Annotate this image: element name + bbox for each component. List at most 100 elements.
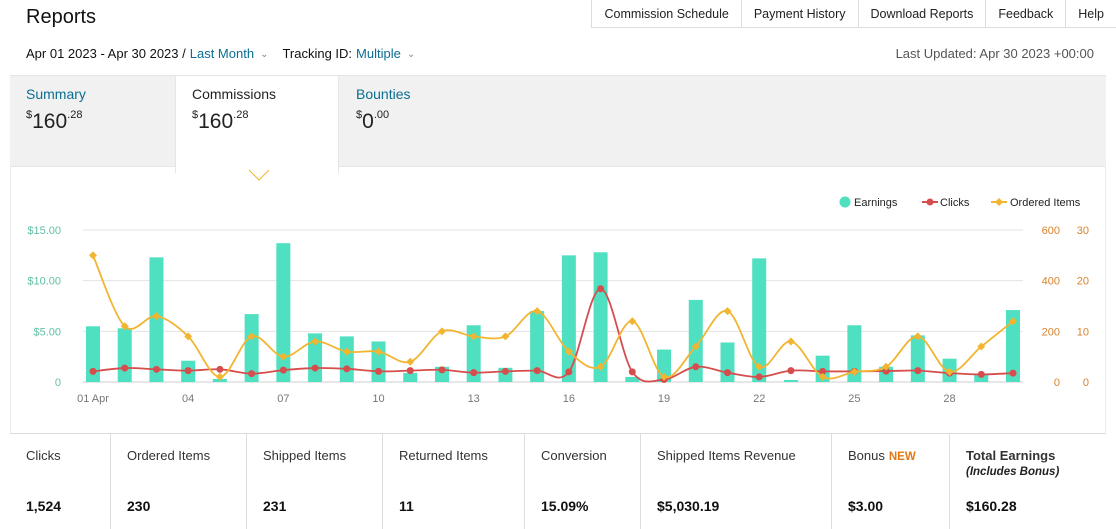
report-filters: Apr 01 2023 - Apr 30 2023 / Last Month ⌄… (26, 46, 429, 61)
earnings-bar (308, 333, 323, 382)
y-tick-label-clicks: 200 (1042, 326, 1060, 338)
earnings-bar (910, 335, 925, 382)
download-reports-button[interactable]: Download Reports (859, 0, 987, 28)
clicks-point (279, 366, 287, 374)
tab-summary[interactable]: Summary $160.28 (10, 76, 175, 168)
y-tick-label-clicks: 0 (1054, 377, 1060, 389)
ordered-items-point (691, 342, 700, 351)
clicks-point (121, 364, 129, 372)
stat-conversion: Conversion 15.09% (525, 434, 641, 529)
tracking-id-dropdown[interactable]: Multiple (356, 46, 401, 61)
earnings-bar (466, 325, 481, 382)
clicks-point (470, 369, 478, 377)
stat-bonus: Bonus NEW $3.00 (832, 434, 950, 529)
earnings-bar (752, 258, 767, 382)
tab-label: Commissions (192, 86, 277, 102)
stat-shipped-revenue: Shipped Items Revenue $5,030.19 (641, 434, 832, 529)
feedback-button[interactable]: Feedback (986, 0, 1067, 28)
ordered-items-point (184, 332, 193, 341)
last-updated: Last Updated: Apr 30 2023 +00:00 (895, 46, 1094, 61)
y-tick-label-ordered: 30 (1077, 225, 1089, 237)
y-tick-label-earnings: $15.00 (27, 225, 61, 237)
ordered-items-point (977, 342, 986, 351)
tab-amount: $160.28 (26, 109, 83, 133)
earnings-bar (244, 314, 259, 382)
ordered-items-point (215, 372, 224, 381)
ordered-items-point (755, 362, 764, 371)
earnings-bar (530, 311, 545, 382)
clicks-point (248, 370, 256, 378)
earnings-bar (625, 376, 640, 382)
x-tick-label: 25 (848, 393, 860, 405)
x-tick-label: 28 (943, 393, 955, 405)
clicks-point (501, 367, 509, 375)
clicks-point (565, 368, 573, 376)
clicks-point (216, 365, 224, 373)
help-button[interactable]: Help (1078, 7, 1104, 21)
clicks-point (977, 370, 985, 378)
earnings-bar (593, 252, 608, 382)
earnings-bar (403, 372, 418, 382)
clicks-point (597, 285, 605, 293)
period-dropdown[interactable]: Last Month (189, 46, 255, 61)
tab-bounties[interactable]: Bounties $0.00 (340, 76, 505, 168)
ordered-items-point (406, 357, 415, 366)
tracking-id-label: Tracking ID: (282, 46, 353, 61)
payment-history-button[interactable]: Payment History (742, 0, 859, 28)
clicks-point (787, 367, 795, 375)
ordered-items-point (945, 367, 954, 376)
ordered-items-point (279, 352, 288, 361)
clicks-point (723, 369, 731, 377)
ordered-items-point (723, 307, 732, 316)
chevron-down-icon[interactable]: ⌄ (406, 49, 416, 60)
earnings-bar (117, 328, 132, 382)
earnings-bar (371, 341, 386, 382)
ordered-items-point (342, 347, 351, 356)
clicks-point (375, 367, 383, 375)
clicks-point (1009, 369, 1017, 377)
y-tick-label-clicks: 600 (1042, 225, 1060, 237)
ordered-items-point (628, 317, 637, 326)
clicks-point (89, 367, 97, 375)
clicks-point (343, 365, 351, 373)
commission-schedule-button[interactable]: Commission Schedule (592, 0, 742, 28)
x-tick-label: 07 (277, 393, 289, 405)
ordered-items-point (247, 332, 256, 341)
stat-returned-items: Returned Items 11 (383, 434, 525, 529)
earnings-chart: Earnings Clicks Ordered Items 0 0 0 $5.00 200 1… (10, 167, 1106, 433)
legend-ordered-marker (995, 198, 1003, 206)
clicks-point (438, 366, 446, 374)
earnings-bar (783, 379, 798, 382)
y-tick-label-earnings: 0 (55, 377, 61, 389)
y-tick-label-clicks: 400 (1042, 276, 1060, 288)
ordered-items-point (533, 307, 542, 316)
ordered-items-point (120, 322, 129, 331)
earnings-bar (339, 336, 354, 382)
ordered-items-point (564, 347, 573, 356)
ordered-items-point (437, 327, 446, 336)
earnings-bar (276, 243, 291, 382)
earnings-bar (974, 373, 989, 382)
clicks-point (406, 367, 414, 375)
y-tick-label-ordered: 10 (1077, 326, 1089, 338)
clicks-point (755, 373, 763, 381)
chevron-down-icon[interactable]: ⌄ (260, 49, 269, 60)
ordered-items-point (913, 332, 922, 341)
tab-commissions[interactable]: Commissions $160.28 (175, 76, 339, 173)
stat-ordered-items: Ordered Items 230 (111, 434, 247, 529)
legend-label: Earnings (854, 197, 898, 209)
top-nav: Commission Schedule Payment History Down… (591, 0, 1116, 28)
y-tick-label-earnings: $5.00 (33, 326, 61, 338)
ordered-items-point (1009, 317, 1017, 326)
clicks-point (152, 365, 160, 373)
x-tick-label: 01 Apr (77, 393, 109, 405)
ordered-items-point (89, 251, 97, 260)
clicks-point (914, 367, 922, 375)
y-tick-label-ordered: 0 (1083, 377, 1089, 389)
ordered-items-point (374, 347, 383, 356)
ordered-items-point (850, 367, 859, 376)
stat-total-earnings: Total Earnings (Includes Bonus) $160.28 (966, 448, 1060, 514)
ordered-items-point (818, 372, 827, 381)
stats-bar: Clicks 1,524 Ordered Items 230 Shipped I… (10, 433, 1106, 529)
legend-earnings-marker (839, 196, 851, 208)
